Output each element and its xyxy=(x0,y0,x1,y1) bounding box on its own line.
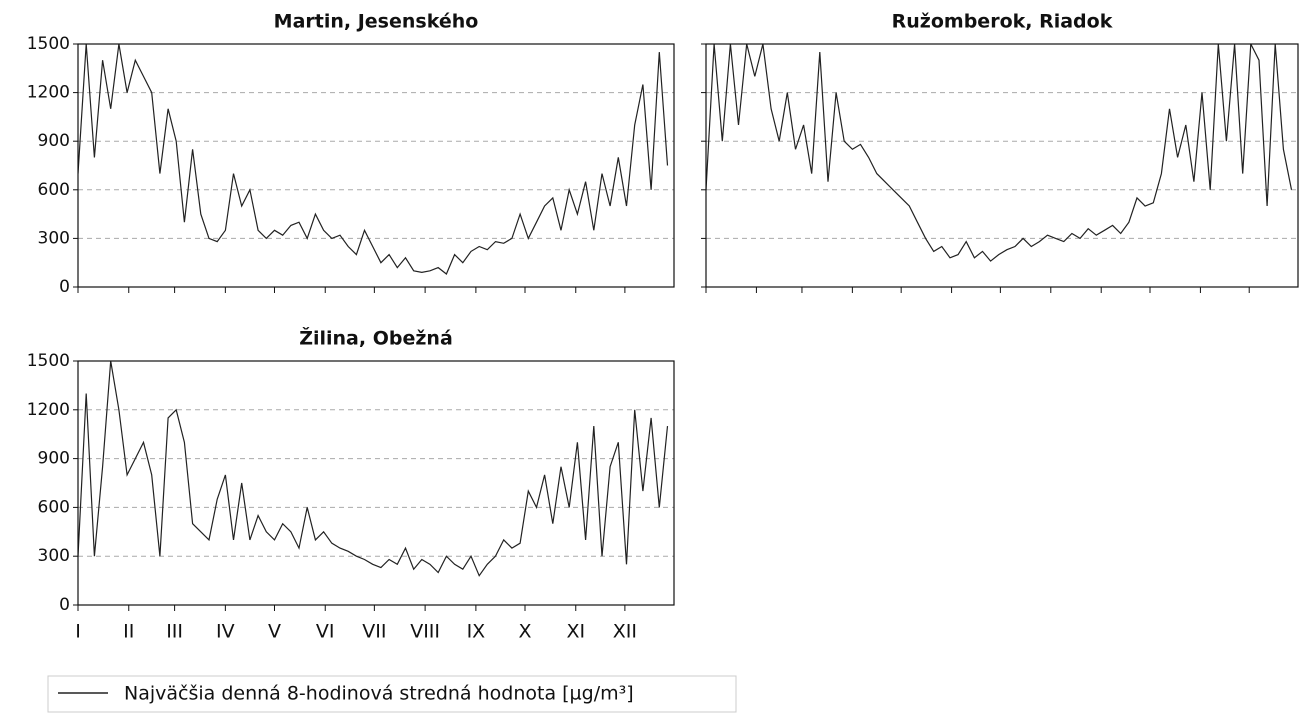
y-tick-label: 0 xyxy=(59,595,70,615)
y-tick-label: 900 xyxy=(38,131,70,151)
x-tick-label: X xyxy=(518,621,531,643)
y-tick-label: 900 xyxy=(38,449,70,469)
chart-title: Ružomberok, Riadok xyxy=(892,11,1113,33)
x-tick-label: VI xyxy=(316,621,335,643)
plot-frame xyxy=(705,43,1299,288)
legend-box xyxy=(47,675,737,713)
y-tick-label: 1200 xyxy=(27,83,70,103)
y-tick-label: 600 xyxy=(38,497,70,517)
y-tick-label: 300 xyxy=(38,546,70,566)
legend-label: Najväčšia denná 8-hodinová stredná hodno… xyxy=(124,683,634,705)
data-line xyxy=(78,361,669,577)
y-tick-label: 1500 xyxy=(27,351,70,371)
chart-title: Martin, Jesenského xyxy=(274,11,479,33)
plot-frame xyxy=(77,43,675,288)
data-line xyxy=(706,44,1293,262)
x-tick-label: III xyxy=(166,621,183,643)
x-tick-label: V xyxy=(268,621,281,643)
y-tick-label: 1500 xyxy=(27,34,70,54)
data-line xyxy=(78,44,669,275)
x-tick-label: XII xyxy=(613,621,637,643)
x-tick-label: II xyxy=(123,621,134,643)
x-tick-label: XI xyxy=(566,621,585,643)
x-tick-label: I xyxy=(75,621,81,643)
y-tick-label: 600 xyxy=(38,180,70,200)
x-tick-label: VIII xyxy=(410,621,440,643)
x-tick-label: IX xyxy=(467,621,486,643)
chart-title: Žilina, Obežná xyxy=(299,327,453,350)
x-tick-label: VII xyxy=(362,621,386,643)
plot-frame xyxy=(77,360,675,606)
y-tick-label: 300 xyxy=(38,228,70,248)
y-tick-label: 0 xyxy=(59,277,70,297)
y-tick-label: 1200 xyxy=(27,400,70,420)
x-tick-label: IV xyxy=(216,621,235,643)
